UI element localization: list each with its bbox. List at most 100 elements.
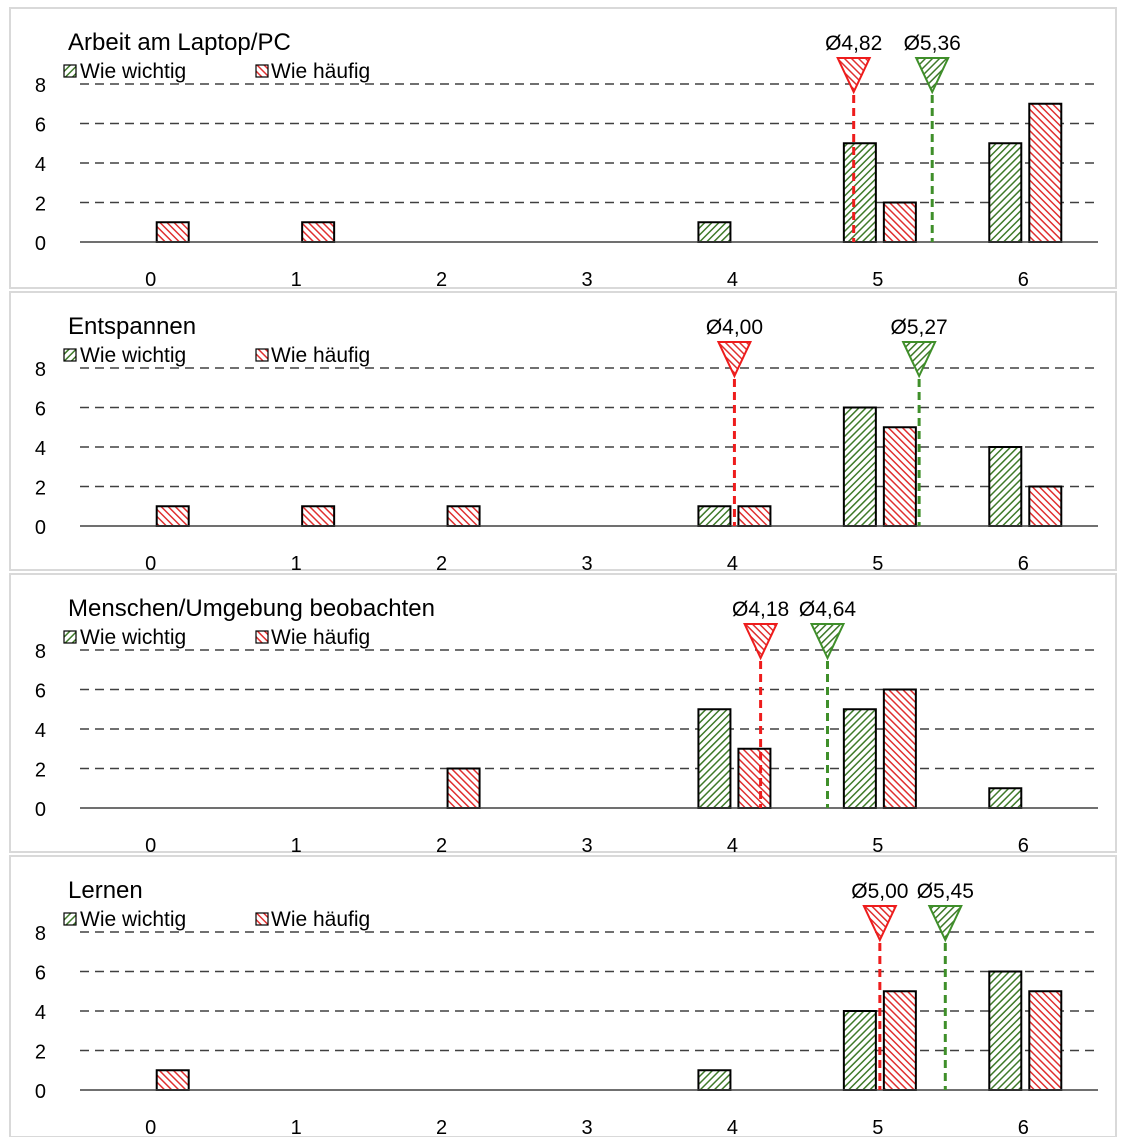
legend-swatch-haeufig [255,912,269,926]
chart-title: Menschen/Umgebung beobachten [68,595,435,622]
x-tick-label: 0 [145,1117,156,1137]
legend-swatch-haeufig [255,64,269,78]
bar-haeufig [155,505,190,527]
bar-wichtig [988,787,1023,809]
panel-frame [9,7,1117,289]
panel-frame [9,573,1117,853]
y-tick-label: 0 [35,799,46,821]
bar-haeufig [155,1069,190,1091]
x-tick-label: 6 [1018,553,1029,575]
mean-marker-wichtig [914,57,950,95]
y-tick-label: 8 [35,641,46,663]
bar-haeufig [1028,990,1063,1091]
mean-label: Ø5,27 [891,316,948,339]
x-tick-label: 1 [291,1117,302,1137]
legend-label-haeufig: Wie häufig [271,908,370,931]
panel-frame [9,291,1117,571]
bar-wichtig [697,1069,732,1091]
x-tick-label: 4 [727,553,738,575]
bar-haeufig [737,747,772,809]
mean-marker-haeufig [836,57,872,95]
y-tick-label: 2 [35,194,46,216]
bar-haeufig [155,221,190,243]
mean-label: Ø4,00 [706,316,763,339]
chart-panel: Entspannen Wie wichtig Wie häufig 0 2 4 6 8 0 1 2 3… [9,291,1117,575]
legend-swatch-haeufig [255,630,269,644]
legend: Wie wichtig Wie häufig [63,908,370,931]
x-tick-label: 3 [581,553,592,575]
bar-haeufig [446,767,481,809]
chart-panel: Lernen Wie wichtig Wie häufig 0 2 4 6 8 0 1 2 3 4 5 6 Ø… [9,855,1117,1137]
legend-label-wichtig: Wie wichtig [80,60,186,83]
y-tick-label: 0 [35,517,46,539]
x-tick-label: 1 [291,269,302,291]
x-tick-label: 3 [581,835,592,857]
x-tick-label: 5 [872,1117,883,1137]
panel-frame [9,855,1117,1137]
y-tick-label: 4 [35,720,46,742]
y-tick-label: 4 [35,1002,46,1024]
y-tick-label: 6 [35,681,46,703]
mean-label: Ø5,36 [904,32,961,55]
legend-swatch-wichtig [63,348,77,362]
mean-marker-wichtig [927,905,963,943]
legend-label-wichtig: Wie wichtig [80,344,186,367]
x-tick-label: 6 [1018,835,1029,857]
legend: Wie wichtig Wie häufig [63,60,370,83]
legend-label-haeufig: Wie häufig [271,344,370,367]
mean-label: Ø4,82 [825,32,882,55]
chart-title: Arbeit am Laptop/PC [68,29,291,56]
legend: Wie wichtig Wie häufig [63,626,370,649]
legend-swatch-wichtig [63,912,77,926]
mean-marker-wichtig [901,341,937,379]
x-tick-label: 6 [1018,269,1029,291]
x-tick-label: 4 [727,1117,738,1137]
x-tick-label: 2 [436,553,447,575]
legend-label-haeufig: Wie häufig [271,60,370,83]
bar-wichtig [988,142,1023,243]
legend-swatch-haeufig [255,348,269,362]
y-tick-label: 8 [35,75,46,97]
x-tick-label: 2 [436,835,447,857]
mean-label: Ø5,00 [851,880,908,903]
y-tick-label: 6 [35,115,46,137]
bar-haeufig [737,505,772,527]
mean-marker-haeufig [716,341,753,379]
chart-title: Lernen [68,877,143,904]
bar-haeufig [882,426,917,527]
x-tick-label: 5 [872,835,883,857]
bar-wichtig [988,970,1023,1091]
bar-haeufig [882,688,917,809]
x-tick-label: 0 [145,553,156,575]
bar-haeufig [301,221,336,243]
chart-panel: Menschen/Umgebung beobachten Wie wichtig W… [9,573,1117,857]
y-tick-label: 2 [35,478,46,500]
y-tick-label: 0 [35,233,46,255]
y-tick-label: 2 [35,1042,46,1064]
legend-label-wichtig: Wie wichtig [80,908,186,931]
x-tick-label: 3 [581,1117,592,1137]
legend-swatch-wichtig [63,630,77,644]
mean-label: Ø4,64 [799,598,857,621]
y-tick-label: 6 [35,399,46,421]
legend-swatch-wichtig [63,64,77,78]
y-tick-label: 4 [35,438,46,460]
y-tick-label: 8 [35,359,46,381]
mean-marker-haeufig [743,623,779,661]
chart-title: Entspannen [68,313,196,340]
mean-label: Ø5,45 [917,880,974,903]
x-tick-label: 5 [872,553,883,575]
y-tick-label: 8 [35,923,46,945]
bar-haeufig [1028,485,1063,527]
chart-panel: Arbeit am Laptop/PC Wie wichtig Wie häufig… [9,7,1117,291]
bar-haeufig [882,201,917,243]
legend-label-haeufig: Wie häufig [271,626,370,649]
bar-wichtig [842,708,877,809]
bar-wichtig [842,406,877,527]
bar-wichtig [697,505,732,527]
bar-wichtig [842,1010,877,1091]
bar-wichtig [842,142,877,243]
x-tick-label: 0 [145,835,156,857]
x-tick-label: 5 [872,269,883,291]
